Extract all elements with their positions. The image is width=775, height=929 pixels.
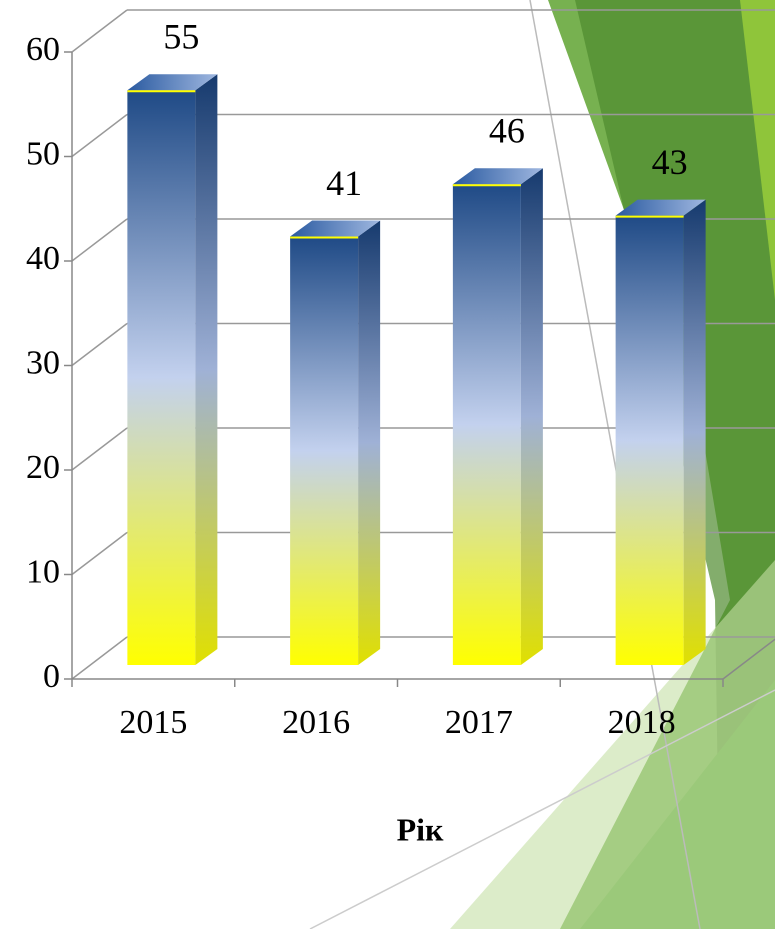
y-tick-label: 60 — [26, 31, 60, 68]
x-tick-label: 2017 — [445, 704, 513, 741]
y-tick-label: 50 — [26, 135, 60, 172]
bar-side — [520, 168, 543, 666]
floor-edge — [722, 638, 775, 680]
y-tick-label: 40 — [26, 240, 60, 277]
y-tick-label: 0 — [43, 658, 60, 695]
bar-side — [195, 74, 218, 665]
grid-line — [71, 531, 128, 576]
value-label: 55 — [163, 17, 199, 57]
grid-line — [71, 636, 128, 680]
bar-side — [358, 220, 381, 666]
grid-line — [71, 218, 128, 262]
value-label: 43 — [652, 142, 688, 182]
grid-line — [71, 322, 128, 367]
bar-top — [127, 74, 218, 91]
y-tick-label: 30 — [26, 344, 60, 381]
bar — [290, 236, 359, 666]
grid-line — [71, 9, 128, 53]
grid-line — [71, 113, 128, 158]
bar-top — [452, 168, 543, 185]
bar-top — [290, 220, 381, 237]
y-tick-label: 20 — [26, 449, 60, 486]
x-tick-label: 2016 — [282, 704, 350, 741]
bar-side — [683, 199, 706, 665]
value-label: 41 — [326, 163, 362, 203]
x-axis-label: Рік — [397, 811, 444, 847]
bar — [127, 90, 196, 665]
grid-line — [71, 427, 128, 471]
bar-top — [615, 199, 706, 216]
value-label: 46 — [489, 111, 525, 151]
x-tick-label: 2018 — [608, 704, 676, 741]
bar — [452, 184, 521, 666]
x-tick-label: 2015 — [119, 704, 187, 741]
y-tick-label: 10 — [26, 553, 60, 590]
bar — [615, 215, 684, 665]
